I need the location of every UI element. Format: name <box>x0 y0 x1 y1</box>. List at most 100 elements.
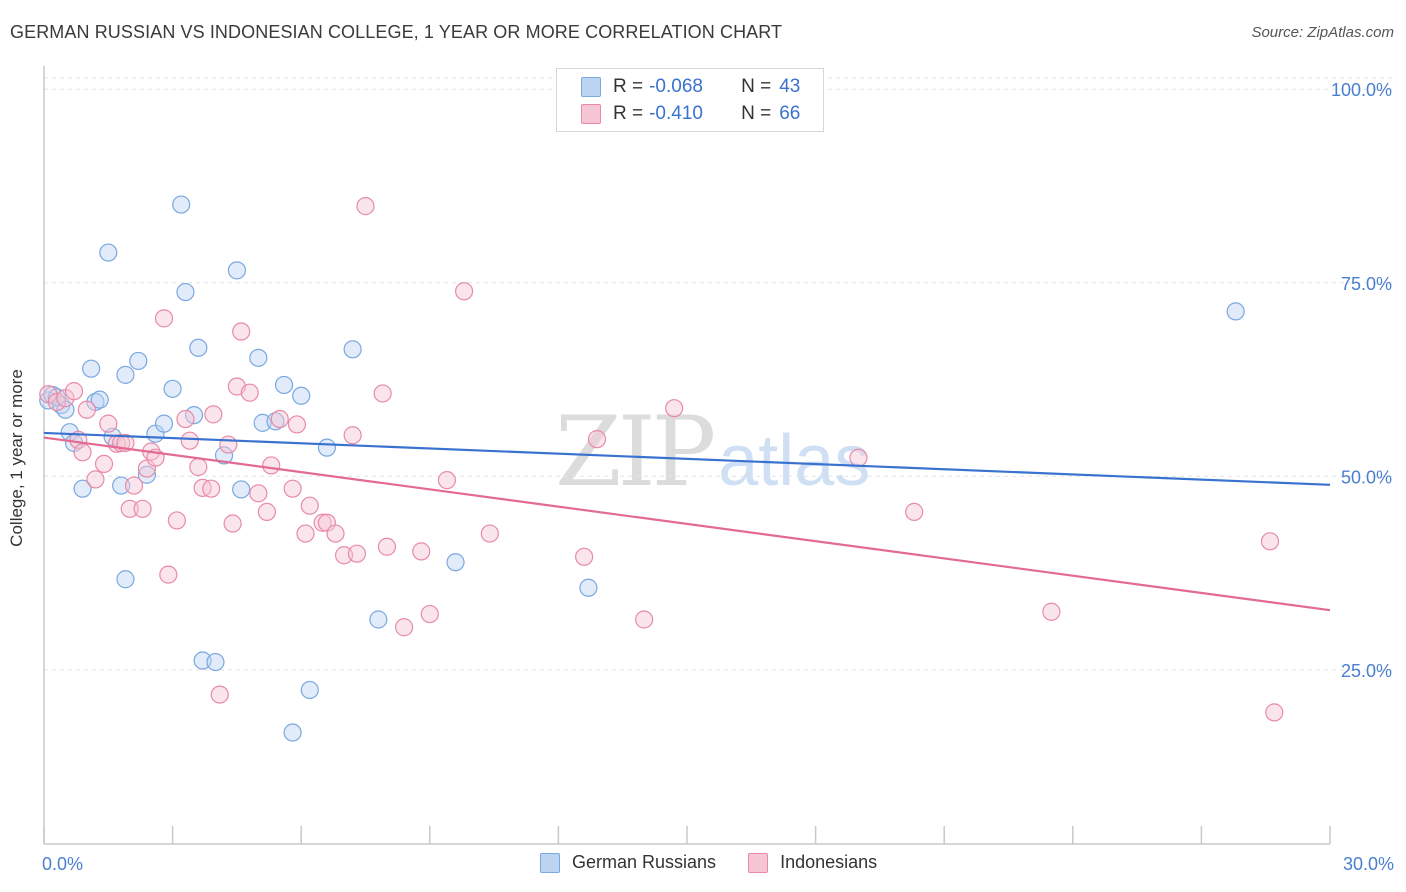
indonesian-point <box>454 282 474 301</box>
indonesian-point <box>133 499 152 518</box>
german-russian-point <box>184 406 204 425</box>
source-credit: Source: ZipAtlas.com <box>1251 24 1394 41</box>
german-russian-point <box>172 195 191 214</box>
n-label: N = <box>741 76 772 97</box>
german-russian-point <box>232 480 251 499</box>
german-russian-point <box>292 386 311 405</box>
indonesian-point <box>202 479 221 498</box>
indonesian-point <box>189 457 208 477</box>
german-russian-point <box>369 610 388 629</box>
german-russian-point <box>154 414 174 433</box>
indonesian-point <box>1265 703 1284 722</box>
indonesian-point <box>167 511 186 530</box>
n-value: 43 <box>779 76 801 97</box>
legend-label: German Russians <box>572 852 717 872</box>
german-russian-point <box>116 570 135 589</box>
indonesian-point <box>1260 532 1280 551</box>
x-tick-label: 30.0% <box>1343 854 1394 874</box>
indonesian-point <box>480 524 499 543</box>
legend-item-indonesians[interactable]: Indonesians <box>748 852 877 873</box>
indonesian-point <box>343 426 362 445</box>
german-russian-point <box>90 390 109 409</box>
indonesian-point <box>86 470 105 489</box>
stats-legend-row-pink: R = -0.410 N = 66 <box>581 102 800 126</box>
german-russian-point <box>116 365 135 384</box>
indonesian-point <box>99 414 118 433</box>
r-value: -0.410 <box>649 103 703 124</box>
blue-swatch-icon <box>540 852 560 873</box>
indonesian-point <box>377 537 397 556</box>
indonesian-point <box>283 479 302 498</box>
german-russian-point <box>283 723 302 742</box>
indonesian-point <box>347 544 367 563</box>
german-russian-point <box>189 338 208 357</box>
german-russian-point <box>137 465 156 484</box>
y-tick-label: 50.0% <box>1341 467 1392 487</box>
indonesian-point <box>635 610 654 629</box>
german-russian-point <box>274 375 294 395</box>
legend-item-german-russians[interactable]: German Russians <box>540 852 716 873</box>
indonesian-point <box>905 502 924 521</box>
x-tick-label: 0.0% <box>42 854 83 874</box>
indonesian-point <box>124 476 144 495</box>
german-russian-point <box>112 476 131 495</box>
indonesian-point <box>262 456 281 475</box>
r-value: -0.068 <box>649 76 703 97</box>
indonesian-point <box>270 409 289 429</box>
german-russian-point <box>300 680 319 700</box>
indonesian-point <box>154 309 174 328</box>
indonesian-point <box>257 502 277 521</box>
indonesian-point <box>64 382 84 401</box>
indonesian-point <box>73 443 92 462</box>
german-russian-trend-line <box>43 431 1331 486</box>
indonesian-point <box>47 392 66 412</box>
german-russian-point <box>343 340 362 359</box>
indonesian-point <box>232 322 251 341</box>
indonesian-point <box>420 604 439 624</box>
indonesian-point <box>326 524 345 543</box>
indonesian-point <box>176 409 195 429</box>
indonesian-trend-line <box>43 436 1331 612</box>
indonesian-point <box>77 400 96 419</box>
german-russian-point <box>579 578 598 597</box>
indonesian-point <box>412 542 431 561</box>
indonesian-point <box>204 405 223 424</box>
german-russian-point <box>99 243 118 262</box>
n-value: 66 <box>779 103 801 124</box>
indonesian-point <box>1042 602 1061 621</box>
german-russian-point <box>176 282 195 302</box>
y-tick-label: 75.0% <box>1341 274 1392 294</box>
indonesian-point <box>665 399 684 418</box>
german-russian-point <box>206 652 225 672</box>
y-tick-label: 100.0% <box>1331 80 1392 100</box>
indonesian-point <box>437 471 457 490</box>
n-label: N = <box>741 103 772 124</box>
german-russian-point <box>163 379 182 398</box>
indonesian-point <box>120 499 139 518</box>
indonesian-point <box>575 547 594 566</box>
chart-title: GERMAN RUSSIAN VS INDONESIAN COLLEGE, 1 … <box>10 22 783 42</box>
indonesian-point <box>300 496 319 515</box>
indonesian-point <box>287 415 307 434</box>
indonesian-point <box>373 384 392 403</box>
german-russian-point <box>227 261 246 280</box>
german-russian-point <box>73 479 92 498</box>
pink-swatch-icon <box>581 104 601 124</box>
indonesian-point <box>210 685 229 704</box>
indonesian-point <box>849 448 868 467</box>
series-legend: German Russians Indonesians <box>540 852 909 873</box>
r-label: R = <box>613 103 644 124</box>
german-russian-point <box>82 359 101 378</box>
indonesian-point <box>94 454 114 474</box>
indonesian-point <box>394 618 414 637</box>
german-russian-point <box>214 446 234 465</box>
indonesian-point <box>313 513 332 532</box>
indonesian-point <box>356 197 375 216</box>
indonesian-point <box>159 565 178 584</box>
r-label: R = <box>613 76 644 97</box>
indonesian-point <box>587 430 607 449</box>
german-russian-point <box>317 438 337 457</box>
y-tick-label: 25.0% <box>1341 661 1392 681</box>
indonesian-point <box>240 383 259 402</box>
